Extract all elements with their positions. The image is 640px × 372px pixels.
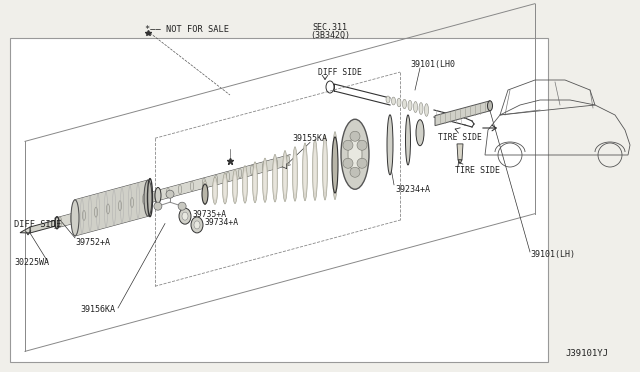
Text: DIFF SIDE: DIFF SIDE — [14, 220, 61, 229]
Ellipse shape — [413, 102, 417, 112]
Ellipse shape — [179, 208, 191, 224]
Ellipse shape — [292, 147, 298, 201]
Ellipse shape — [253, 162, 257, 203]
Ellipse shape — [232, 169, 237, 203]
Ellipse shape — [212, 177, 218, 204]
Polygon shape — [30, 220, 55, 233]
Ellipse shape — [234, 174, 237, 199]
Ellipse shape — [323, 135, 328, 200]
Ellipse shape — [253, 167, 257, 197]
Ellipse shape — [323, 143, 326, 192]
Ellipse shape — [223, 178, 227, 199]
Circle shape — [154, 202, 162, 210]
Ellipse shape — [294, 154, 296, 195]
Text: 39734+A: 39734+A — [205, 218, 239, 227]
Circle shape — [343, 158, 353, 168]
Ellipse shape — [303, 150, 307, 194]
Text: 39234+A: 39234+A — [395, 185, 430, 194]
Polygon shape — [457, 144, 463, 160]
Text: 39752+A: 39752+A — [75, 238, 110, 247]
Ellipse shape — [387, 115, 393, 175]
Polygon shape — [458, 160, 462, 164]
Polygon shape — [435, 101, 490, 126]
Ellipse shape — [282, 151, 287, 202]
Ellipse shape — [284, 157, 287, 195]
Ellipse shape — [333, 132, 337, 200]
Text: TIRE SIDE: TIRE SIDE — [438, 133, 482, 142]
Text: 39735+A: 39735+A — [193, 210, 227, 219]
Ellipse shape — [406, 115, 410, 165]
Text: SEC.311: SEC.311 — [312, 23, 348, 32]
Ellipse shape — [223, 173, 227, 204]
Polygon shape — [20, 227, 30, 233]
Text: *—— NOT FOR SALE: *—— NOT FOR SALE — [145, 25, 229, 34]
Ellipse shape — [303, 143, 307, 201]
Text: (3B342Q): (3B342Q) — [310, 31, 350, 40]
Ellipse shape — [312, 139, 317, 201]
Circle shape — [357, 140, 367, 150]
Text: 39156KA: 39156KA — [80, 305, 115, 314]
Ellipse shape — [264, 164, 266, 196]
Ellipse shape — [202, 181, 207, 205]
Ellipse shape — [262, 158, 268, 202]
Ellipse shape — [419, 103, 423, 115]
Ellipse shape — [214, 181, 216, 200]
Text: DIFF SIDE: DIFF SIDE — [318, 68, 362, 77]
Ellipse shape — [397, 98, 401, 107]
Text: 39101(LH0: 39101(LH0 — [410, 60, 455, 69]
Circle shape — [178, 202, 186, 210]
Circle shape — [166, 190, 174, 198]
Ellipse shape — [348, 137, 362, 171]
Text: TIRE SIDE: TIRE SIDE — [455, 166, 500, 174]
Ellipse shape — [416, 120, 424, 146]
Ellipse shape — [243, 166, 248, 203]
Ellipse shape — [403, 99, 406, 109]
Ellipse shape — [424, 104, 429, 116]
Text: 39101(LH): 39101(LH) — [530, 250, 575, 259]
Ellipse shape — [155, 187, 161, 203]
Circle shape — [343, 140, 353, 150]
Ellipse shape — [314, 147, 317, 193]
Ellipse shape — [386, 96, 390, 103]
Polygon shape — [55, 155, 290, 228]
Ellipse shape — [488, 101, 493, 111]
Ellipse shape — [243, 171, 246, 198]
Ellipse shape — [194, 221, 200, 229]
Circle shape — [357, 158, 367, 168]
Text: 39155KA: 39155KA — [292, 134, 328, 143]
Ellipse shape — [273, 160, 276, 196]
Ellipse shape — [273, 154, 278, 202]
Ellipse shape — [204, 185, 207, 201]
Ellipse shape — [333, 140, 337, 192]
Ellipse shape — [341, 119, 369, 189]
Ellipse shape — [182, 212, 188, 220]
Ellipse shape — [392, 97, 396, 105]
Text: J39101YJ: J39101YJ — [565, 349, 608, 358]
Bar — [10, 38, 548, 362]
Circle shape — [350, 131, 360, 141]
Ellipse shape — [144, 180, 152, 216]
Polygon shape — [75, 180, 148, 236]
Text: 30225WA: 30225WA — [14, 258, 49, 267]
Ellipse shape — [202, 184, 208, 204]
Ellipse shape — [191, 217, 203, 233]
Circle shape — [350, 167, 360, 177]
Ellipse shape — [408, 100, 412, 110]
Ellipse shape — [71, 200, 79, 236]
Ellipse shape — [332, 137, 338, 193]
